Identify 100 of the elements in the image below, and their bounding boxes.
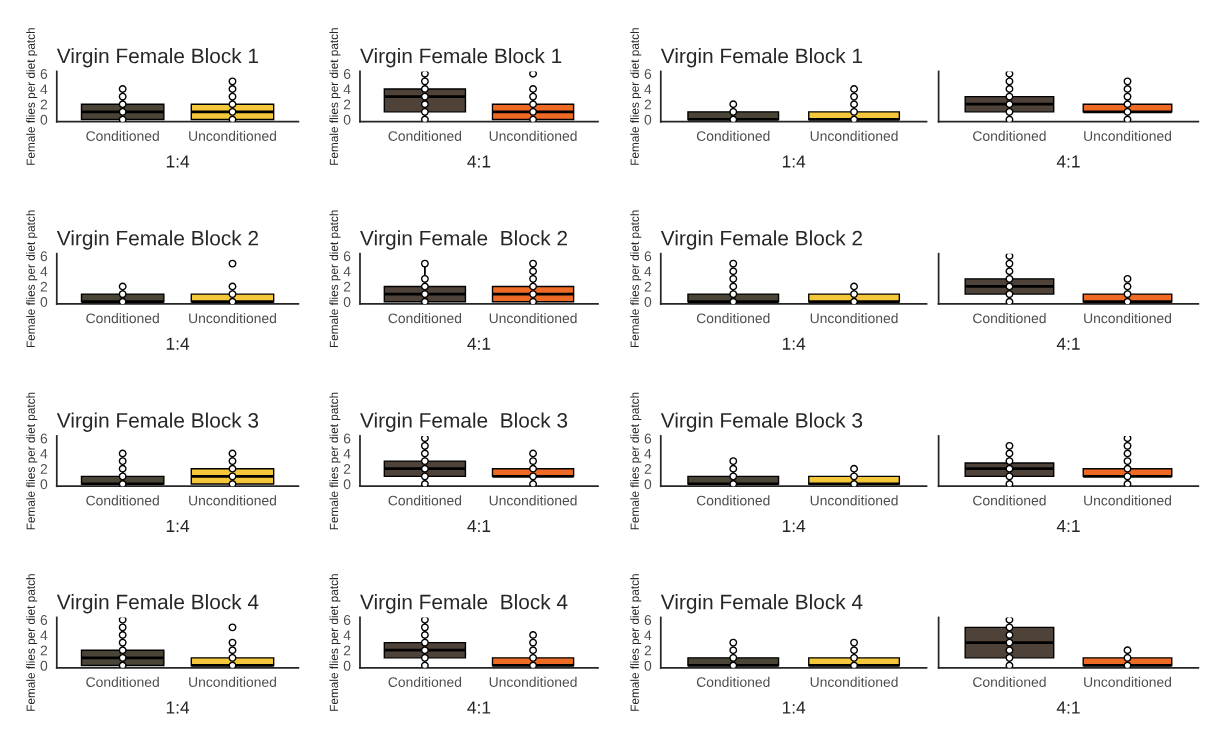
chart-title: Virgin Female Block 3	[660, 412, 863, 432]
x-tick-label: Conditioned	[388, 495, 462, 506]
x-axis-title: 1:4	[782, 701, 806, 714]
y-axis-title: Female flies per diet patch	[630, 210, 642, 348]
x-tick-label: Unconditioned	[810, 676, 898, 687]
y-tick-label: 0	[40, 479, 48, 490]
x-tick-label: Conditioned	[973, 130, 1046, 141]
x-tick-label: Conditioned	[86, 313, 159, 324]
chart-title: Virgin Female Block 4	[360, 594, 568, 614]
x-tick-label: Unconditioned	[189, 130, 276, 141]
x-axis-title: 1:4	[782, 155, 806, 168]
y-tick-label: 4	[343, 84, 351, 94]
x-tick-label: Conditioned	[388, 130, 462, 141]
x-tick-label: Conditioned	[388, 313, 462, 324]
x-tick-label: Conditioned	[696, 495, 770, 506]
chart-title: Virgin Female Block 3	[56, 412, 259, 432]
y-tick-label: 2	[343, 645, 351, 656]
x-axis-title: 4:1	[467, 337, 491, 350]
x-tick-label: Unconditioned	[810, 495, 898, 506]
x-axis-title: 4:1	[467, 701, 491, 714]
x-tick-label: Conditioned	[696, 676, 770, 687]
x-tick-label: Unconditioned	[1084, 130, 1172, 141]
y-tick-label: 0	[644, 297, 652, 307]
x-tick-label: Unconditioned	[189, 495, 276, 506]
chart-title: Virgin Female Block 4	[56, 594, 259, 614]
y-tick-label: 0	[644, 660, 652, 671]
y-axis-title: Female flies per diet patch	[26, 574, 38, 711]
x-tick-label: Unconditioned	[810, 313, 898, 324]
y-tick-label: 6	[343, 69, 351, 79]
y-tick-label: 6	[343, 433, 351, 444]
y-tick-label: 2	[644, 281, 652, 292]
y-axis-title: Female flies per diet patch	[26, 210, 38, 348]
y-tick-label: 6	[40, 433, 48, 444]
y-axis-title: Female flies per diet patch	[26, 28, 38, 165]
y-tick-label: 4	[40, 448, 48, 459]
y-tick-label: 2	[343, 281, 351, 292]
x-tick-label: Conditioned	[973, 495, 1046, 506]
y-tick-label: 4	[40, 266, 48, 277]
x-tick-label: Unconditioned	[489, 130, 577, 141]
x-axis-title: 4:1	[1056, 155, 1080, 168]
x-tick-label: Unconditioned	[489, 313, 577, 324]
x-tick-label: Conditioned	[696, 130, 770, 141]
x-axis-title: 1:4	[782, 519, 806, 532]
y-tick-label: 0	[40, 114, 48, 125]
y-tick-label: 0	[40, 297, 48, 307]
x-tick-label: Conditioned	[696, 313, 770, 324]
x-axis-title: 1:4	[166, 337, 190, 350]
y-axis-title: Female flies per diet patch	[329, 392, 341, 530]
y-tick-label: 2	[40, 645, 48, 656]
x-tick-label: Conditioned	[86, 130, 159, 141]
y-tick-label: 2	[644, 464, 652, 474]
x-tick-label: Conditioned	[973, 676, 1046, 687]
y-tick-label: 4	[343, 630, 351, 641]
y-axis-title: Female flies per diet patch	[329, 574, 341, 711]
y-axis-title: Female flies per diet patch	[329, 28, 341, 165]
y-tick-label: 4	[644, 84, 652, 94]
y-tick-label: 0	[343, 479, 351, 490]
x-tick-label: Conditioned	[388, 676, 462, 687]
chart-title: Virgin Female Block 2	[56, 230, 258, 250]
y-tick-label: 0	[343, 297, 351, 307]
y-axis-title: Female flies per diet patch	[329, 210, 341, 348]
y-tick-label: 6	[644, 251, 652, 262]
y-tick-label: 0	[343, 114, 351, 125]
y-tick-label: 6	[343, 251, 351, 262]
x-tick-label: Unconditioned	[489, 495, 577, 506]
y-tick-label: 6	[40, 69, 48, 79]
x-tick-label: Unconditioned	[489, 676, 577, 687]
y-tick-label: 2	[40, 99, 48, 110]
chart-title: Virgin Female Block 1	[360, 48, 562, 68]
y-tick-label: 0	[644, 479, 652, 490]
x-axis-title: 1:4	[166, 701, 190, 714]
x-axis-title: 1:4	[166, 155, 190, 168]
y-tick-label: 4	[343, 448, 351, 459]
x-tick-label: Unconditioned	[189, 313, 276, 324]
y-tick-label: 2	[644, 99, 652, 110]
y-tick-label: 2	[343, 464, 351, 474]
x-axis-title: 1:4	[782, 337, 806, 350]
x-axis-title: 1:4	[166, 519, 190, 532]
y-tick-label: 0	[644, 114, 652, 125]
y-tick-label: 4	[644, 266, 652, 277]
y-tick-label: 4	[644, 448, 652, 459]
x-tick-label: Unconditioned	[189, 676, 276, 687]
y-tick-label: 6	[644, 69, 652, 79]
x-axis-title: 4:1	[467, 155, 491, 168]
y-tick-label: 2	[644, 645, 652, 656]
x-tick-label: Unconditioned	[810, 130, 898, 141]
y-tick-label: 6	[40, 251, 48, 262]
x-tick-label: Unconditioned	[1084, 676, 1172, 687]
y-tick-label: 0	[343, 660, 351, 671]
y-tick-label: 2	[40, 464, 48, 474]
chart-title: Virgin Female Block 3	[360, 412, 568, 432]
y-tick-label: 0	[40, 660, 48, 671]
chart-title: Virgin Female Block 1	[660, 48, 863, 68]
x-axis-title: 4:1	[1056, 701, 1080, 714]
y-tick-label: 2	[343, 99, 351, 110]
chart-title: Virgin Female Block 2	[360, 230, 567, 250]
chart-title: Virgin Female Block 2	[660, 230, 862, 250]
y-axis-title: Female flies per diet patch	[630, 574, 642, 711]
y-axis-title: Female flies per diet patch	[26, 392, 38, 530]
y-tick-label: 2	[40, 281, 48, 292]
